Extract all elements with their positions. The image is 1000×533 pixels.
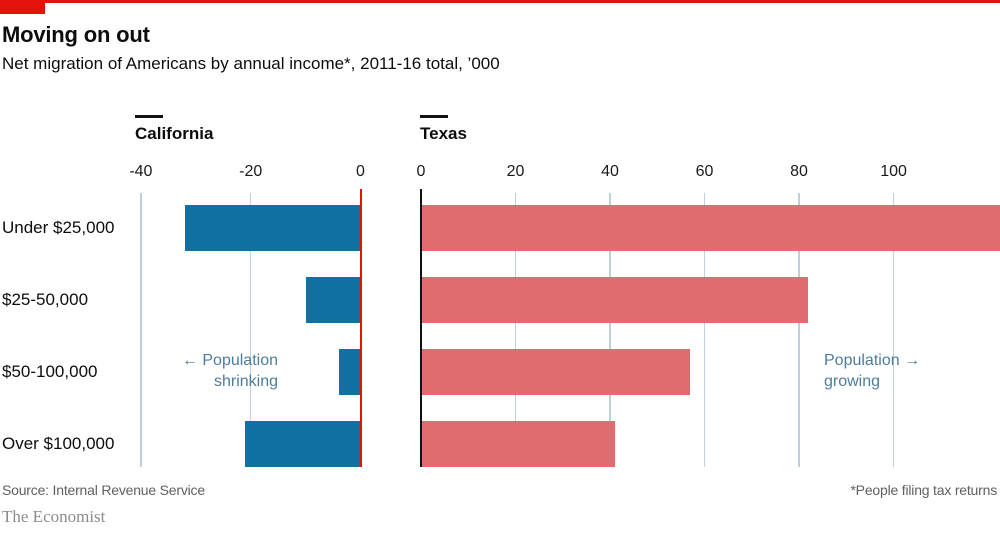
axis-tick-label: -40 xyxy=(129,163,153,180)
zero-line-texas xyxy=(420,189,422,467)
axis-tick-label: 20 xyxy=(506,163,525,180)
grid-line xyxy=(514,193,517,467)
row-label: Over $100,000 xyxy=(2,434,115,453)
bar-california-0 xyxy=(184,205,361,251)
annotation-california: ← Population shrinking xyxy=(150,350,278,392)
bar-texas-3 xyxy=(421,421,615,467)
bar-california-3 xyxy=(245,421,361,467)
footnote: *People filing tax returns xyxy=(850,482,997,498)
grid-line xyxy=(249,193,252,467)
grid-line xyxy=(609,193,611,467)
bar-texas-2 xyxy=(421,349,691,395)
bar-california-2 xyxy=(338,349,361,395)
panel-header-tick xyxy=(135,115,163,118)
panel-header-texas: Texas xyxy=(420,124,467,143)
source-note: Source: Internal Revenue Service xyxy=(2,482,205,498)
row-label: $25-50,000 xyxy=(2,290,89,309)
annotation-line: ← Population xyxy=(181,352,278,369)
bar-california-1 xyxy=(305,277,361,323)
axis-tick-label: 0 xyxy=(416,163,426,180)
annotation-line: Population → xyxy=(824,352,921,369)
panel-header-tick xyxy=(420,115,448,118)
axis-tick-label: -20 xyxy=(239,163,263,180)
chart-title: Moving on out xyxy=(2,22,150,47)
annotation-texas: Population → growing xyxy=(824,350,964,392)
row-label: $50-100,000 xyxy=(2,362,98,381)
axis-tick-label: 100 xyxy=(880,163,907,180)
axis-tick-label: 40 xyxy=(601,163,619,180)
axis-tick-label: 60 xyxy=(695,163,714,180)
bar-texas-0 xyxy=(421,205,1000,251)
chart-subtitle: Net migration of Americans by annual inc… xyxy=(2,54,500,73)
axis-tick-label: 0 xyxy=(356,163,365,180)
grid-line xyxy=(798,193,800,467)
annotation-line: shrinking xyxy=(213,373,278,390)
panel-header-california: California xyxy=(135,124,214,143)
grid-line xyxy=(703,193,706,467)
axis-tick-label: 80 xyxy=(790,163,808,180)
economist-red-tab xyxy=(0,0,45,14)
economist-brand: The Economist xyxy=(2,507,106,526)
row-label: Under $25,000 xyxy=(2,218,115,237)
grid-line xyxy=(140,193,142,467)
bar-texas-1 xyxy=(421,277,809,323)
zero-line-california xyxy=(359,189,362,467)
annotation-line: growing xyxy=(824,373,881,390)
grid-line xyxy=(892,193,895,467)
top-rule xyxy=(0,0,1000,3)
